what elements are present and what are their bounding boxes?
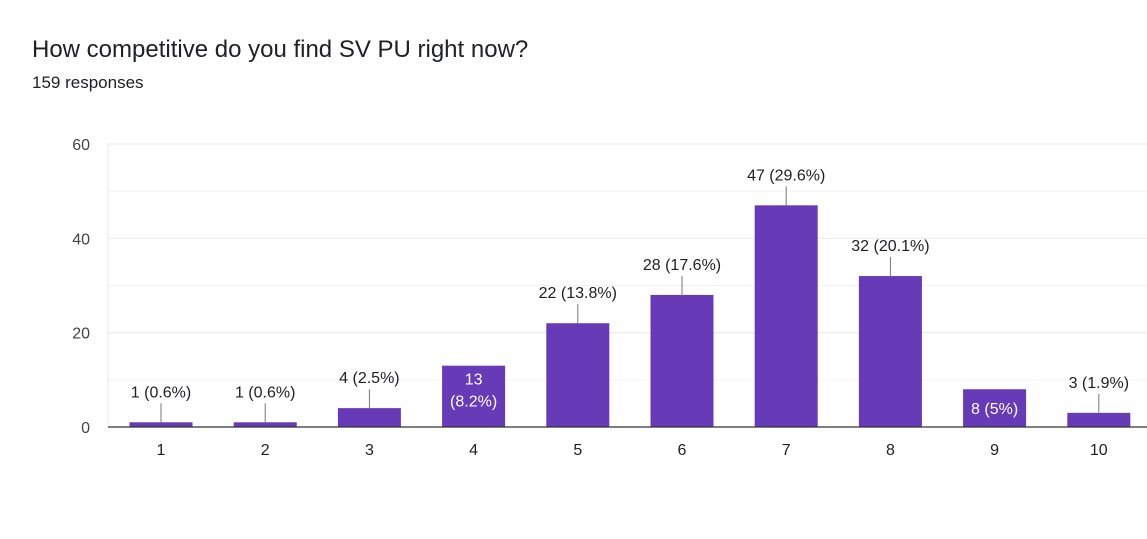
x-tick-label: 10 bbox=[1090, 442, 1108, 459]
data-label: 8 (5%) bbox=[971, 401, 1018, 418]
y-tick-label: 0 bbox=[81, 420, 90, 437]
bar bbox=[1067, 412, 1131, 427]
bar bbox=[129, 422, 193, 427]
x-tick-label: 4 bbox=[469, 442, 478, 459]
bar bbox=[963, 389, 1027, 427]
data-label: 47 (29.6%) bbox=[747, 167, 825, 184]
response-count: 159 responses bbox=[32, 73, 144, 92]
gridlines bbox=[108, 143, 1147, 381]
data-labels: 1 (0.6%) 1 (0.6%) 4 (2.5%) 13 (8.2%) 22 (13.8… bbox=[131, 167, 1129, 423]
x-tick-label: 1 bbox=[157, 442, 166, 459]
bar bbox=[858, 276, 922, 427]
bars bbox=[129, 205, 1131, 427]
bar bbox=[337, 408, 401, 427]
data-label: 22 (13.8%) bbox=[539, 285, 617, 302]
data-label: 1 (0.6%) bbox=[131, 384, 191, 401]
data-label: (8.2%) bbox=[450, 394, 497, 411]
x-tick-label: 6 bbox=[678, 442, 687, 459]
x-tick-label: 7 bbox=[782, 442, 791, 459]
x-tick-label: 2 bbox=[261, 442, 270, 459]
data-label: 13 bbox=[465, 372, 483, 389]
x-tick-label: 3 bbox=[365, 442, 374, 459]
bar bbox=[754, 205, 818, 427]
data-label: 3 (1.9%) bbox=[1069, 375, 1129, 392]
data-label: 1 (0.6%) bbox=[235, 384, 295, 401]
chart-title: How competitive do you find SV PU right … bbox=[32, 36, 529, 63]
x-tick-label: 8 bbox=[886, 442, 895, 459]
axes: 0 20 40 60 1 2 3 4 5 6 7 8 9 10 bbox=[72, 137, 1147, 459]
data-label: 32 (20.1%) bbox=[851, 238, 929, 255]
bar bbox=[650, 294, 714, 427]
y-tick-label: 20 bbox=[72, 326, 90, 343]
bar bbox=[442, 365, 506, 427]
y-tick-label: 40 bbox=[72, 231, 90, 248]
x-tick-label: 5 bbox=[573, 442, 582, 459]
bar bbox=[546, 323, 610, 427]
data-label: 4 (2.5%) bbox=[339, 370, 399, 387]
y-tick-label: 60 bbox=[72, 137, 90, 154]
x-tick-label: 9 bbox=[990, 442, 999, 459]
bar bbox=[233, 422, 297, 427]
data-label: 28 (17.6%) bbox=[643, 257, 721, 274]
